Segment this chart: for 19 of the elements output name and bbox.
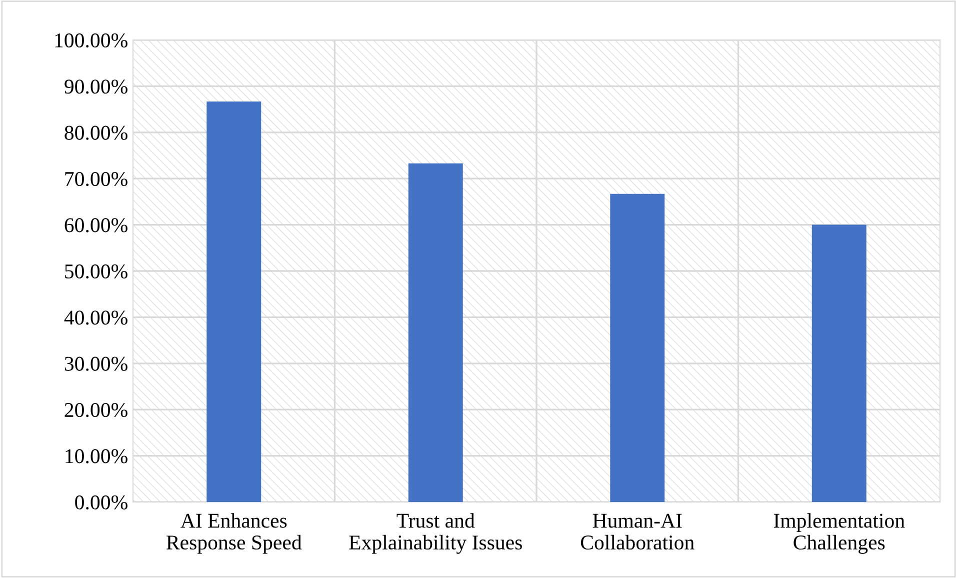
y-tick-label: 0.00% (75, 495, 128, 510)
bar (206, 101, 262, 502)
bar (408, 163, 463, 502)
y-tick-label: 80.00% (64, 126, 128, 140)
y-tick-label: 20.00% (64, 402, 128, 418)
y-tick-label: 10.00% (66, 449, 128, 464)
x-tick-label: AI Enhances Response Speed (166, 513, 302, 554)
x-tick-label: Trust and Explainability Issues (349, 513, 522, 554)
y-tick-label: 40.00% (64, 310, 128, 325)
y-tick-label: 90.00% (64, 80, 128, 94)
y-tick-label: 60.00% (64, 218, 128, 232)
bar (610, 194, 665, 502)
y-tick-label: 30.00% (64, 356, 128, 371)
x-tick-label: Implementation Challenges (774, 513, 905, 554)
bar (812, 224, 866, 502)
y-tick-label: 50.00% (65, 264, 128, 279)
y-tick-label: 70.00% (65, 172, 128, 186)
y-tick-label: 100.00% (55, 33, 128, 48)
x-tick-label: Human-AI Collaboration (580, 514, 694, 550)
